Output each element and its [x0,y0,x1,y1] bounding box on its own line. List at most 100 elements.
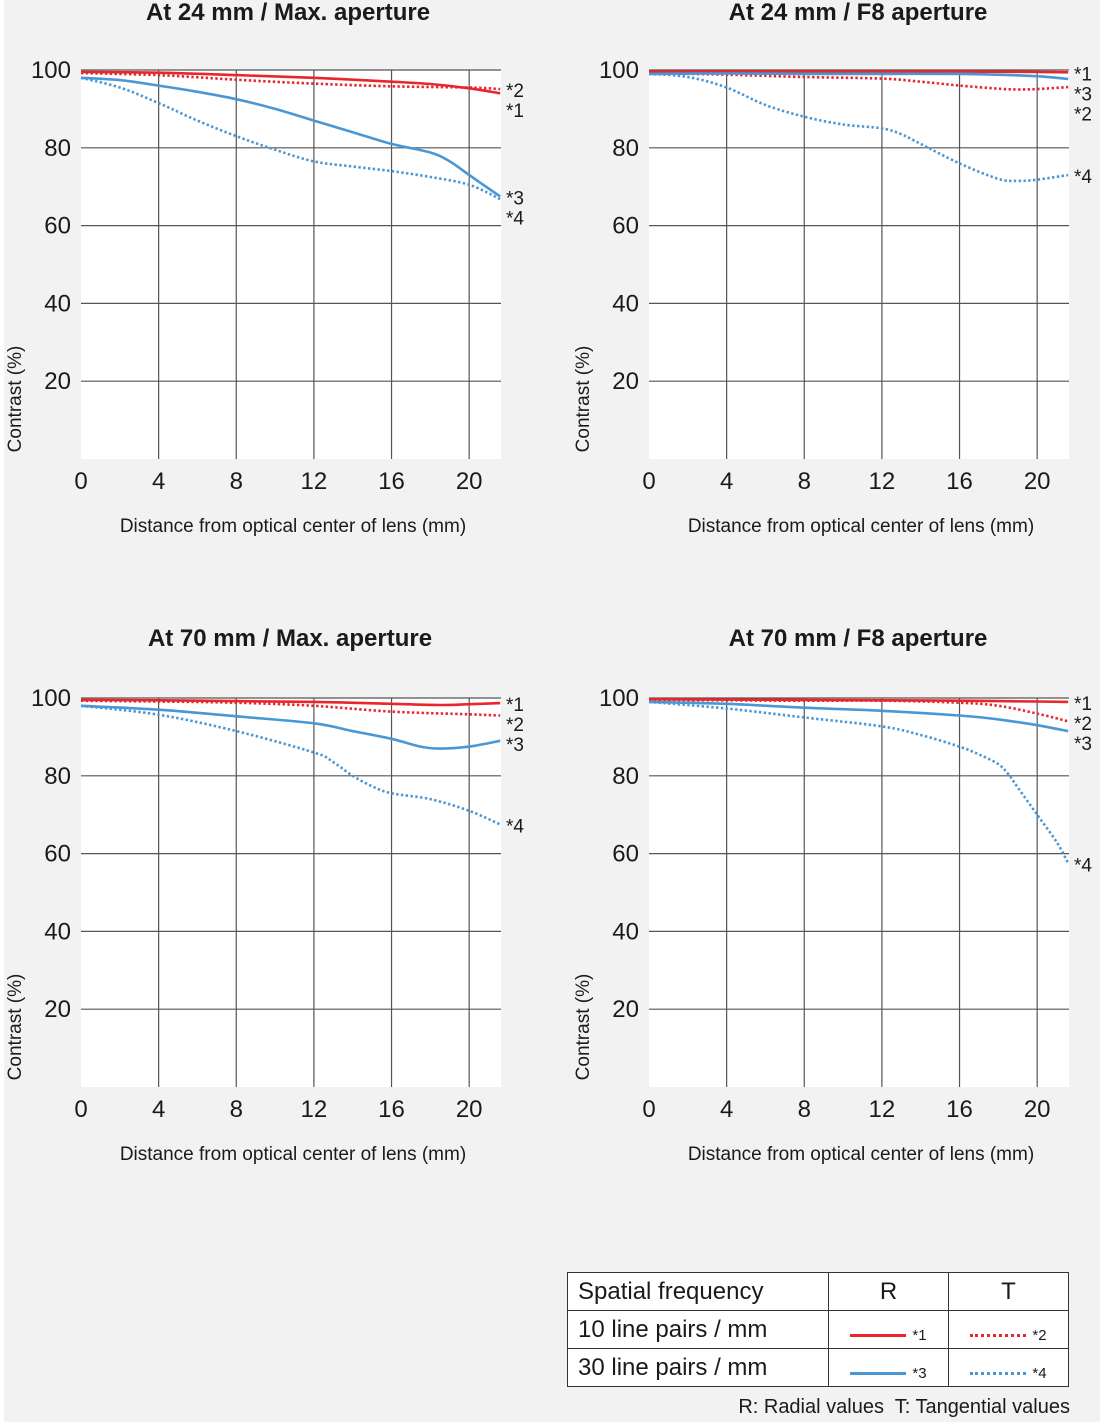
y-tick-label: 100 [599,57,639,84]
legend-header-radial: R [828,1272,949,1311]
legend-header-row: Spatial frequency R T [567,1272,1069,1311]
y-tick-label: 60 [44,213,71,240]
curve-label: *1 [1074,694,1092,715]
y-tick-label: 80 [612,763,639,790]
y-tick-label: 20 [612,368,639,395]
curve-label: *1 [506,695,524,716]
legend-row-label: 10 line pairs / mm [567,1310,829,1349]
x-axis-label: Distance from optical center of lens (mm… [120,1144,466,1165]
series-line-star4 [80,704,501,826]
legend-header-spatial-frequency: Spatial frequency [567,1272,829,1311]
x-tick-label: 0 [74,1096,87,1123]
curve-label: *2 [1074,714,1092,735]
x-tick-label: 12 [301,1096,328,1123]
mtf-chart-4: At 70 mm / F8 aperture 100 80 60 40 20 0 4 8 12 16… [573,625,1092,1165]
legend-swatch-red-solid [850,1333,907,1337]
y-tick-label: 80 [44,763,71,790]
x-tick-label: 20 [1024,1096,1051,1123]
y-tick-label: 40 [44,290,71,317]
x-tick-label: 16 [946,468,973,495]
y-tick-label: 60 [612,841,639,868]
x-tick-label: 0 [74,468,87,495]
curve-label: *3 [506,735,524,756]
chart-title: At 24 mm / F8 aperture [729,0,988,26]
legend-header-tangential: T [948,1272,1069,1311]
x-tick-label: 0 [642,468,655,495]
y-tick-label: 40 [612,918,639,945]
chart-title: At 70 mm / F8 aperture [729,625,988,652]
x-tick-label: 12 [301,468,328,495]
legend-sample-cell: *3 [828,1348,949,1387]
series-line-star1 [80,70,501,95]
y-tick-label: 80 [44,135,71,162]
curve-label: *1 [506,101,524,122]
x-tick-label: 12 [869,1096,896,1123]
y-axis-label: Contrast (%) [573,346,594,453]
plot-area [649,70,1069,459]
x-axis-label: Distance from optical center of lens (mm… [120,516,466,537]
legend-swatch-red-dotted [970,1333,1027,1337]
legend-tag: *1 [912,1326,927,1344]
curve-label: *1 [1074,64,1092,85]
legend-sample-cell: *1 [828,1310,949,1349]
x-tick-label: 12 [869,468,896,495]
series-line-star4 [648,72,1069,183]
legend-swatch-blue-solid [850,1371,907,1375]
chart-title: At 24 mm / Max. aperture [146,0,430,26]
y-tick-label: 20 [44,996,71,1023]
curve-label: *3 [1074,734,1092,755]
series-line-star2 [648,71,1069,91]
x-tick-label: 4 [720,1096,733,1123]
left-edge-strip [0,0,4,1422]
mtf-chart-1: At 24 mm / Max. aperture 100 80 60 40 20 0 4 8 12… [5,0,524,537]
y-axis-label: Contrast (%) [5,346,26,453]
plot-area [81,70,501,459]
series-line-star1 [649,70,1069,74]
legend-row-30lp: 30 line pairs / mm *3 *4 [567,1348,1069,1387]
x-tick-label: 4 [152,468,165,495]
x-tick-label: 0 [642,1096,655,1123]
series-line-star3 [80,76,501,198]
x-axis-label: Distance from optical center of lens (mm… [688,516,1034,537]
legend-tag: *4 [1032,1364,1047,1382]
series-line-star4 [80,76,501,201]
y-tick-label: 100 [31,57,71,84]
x-tick-label: 20 [1024,468,1051,495]
legend-row-10lp: 10 line pairs / mm *1 *2 [567,1310,1069,1349]
legend-note: R: Radial values T: Tangential values [738,1396,1070,1418]
chart-title: At 70 mm / Max. aperture [148,625,432,652]
series-line-star3 [648,700,1069,733]
x-tick-label: 16 [378,468,405,495]
curve-label: *2 [1074,104,1092,125]
y-tick-label: 20 [612,996,639,1023]
y-tick-label: 20 [44,368,71,395]
y-tick-label: 60 [44,841,71,868]
series-line-star3 [648,72,1069,81]
curve-label: *2 [506,81,524,102]
curve-label: *2 [506,715,524,736]
x-tick-label: 8 [230,1096,243,1123]
y-tick-label: 80 [612,135,639,162]
x-tick-label: 16 [946,1096,973,1123]
mtf-chart-2: At 24 mm / F8 aperture 100 80 60 40 20 0 4 8 12 16… [573,0,1092,537]
y-axis-label: Contrast (%) [5,974,26,1081]
x-tick-label: 20 [456,1096,483,1123]
x-tick-label: 4 [152,1096,165,1123]
x-tick-label: 16 [378,1096,405,1123]
y-tick-label: 40 [44,918,71,945]
legend-row-label: 30 line pairs / mm [567,1348,829,1387]
x-tick-label: 4 [720,468,733,495]
plot-area [81,698,501,1087]
x-tick-label: 8 [798,1096,811,1123]
x-axis-label: Distance from optical center of lens (mm… [688,1144,1034,1165]
curve-label: *4 [506,208,524,229]
legend-tag: *2 [1032,1326,1047,1344]
x-tick-label: 8 [230,468,243,495]
mtf-chart-3: At 70 mm / Max. aperture 100 80 60 40 20 0 4 8 12… [5,625,524,1165]
y-tick-label: 100 [31,685,71,712]
x-tick-label: 8 [798,468,811,495]
curve-label: *4 [1074,855,1092,876]
legend-sample-cell: *2 [948,1310,1069,1349]
